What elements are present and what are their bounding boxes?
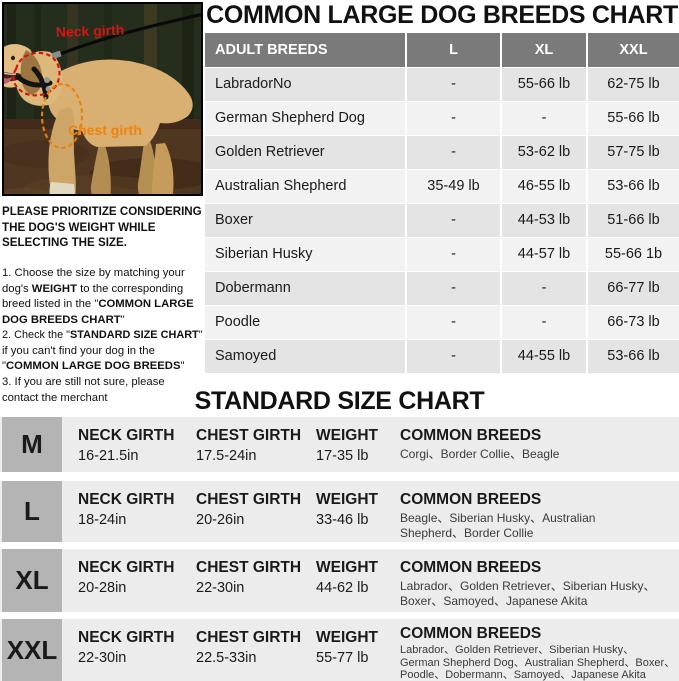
- svg-text:Neck girth: Neck girth: [56, 22, 125, 40]
- svg-text:Chest girth: Chest girth: [68, 122, 142, 138]
